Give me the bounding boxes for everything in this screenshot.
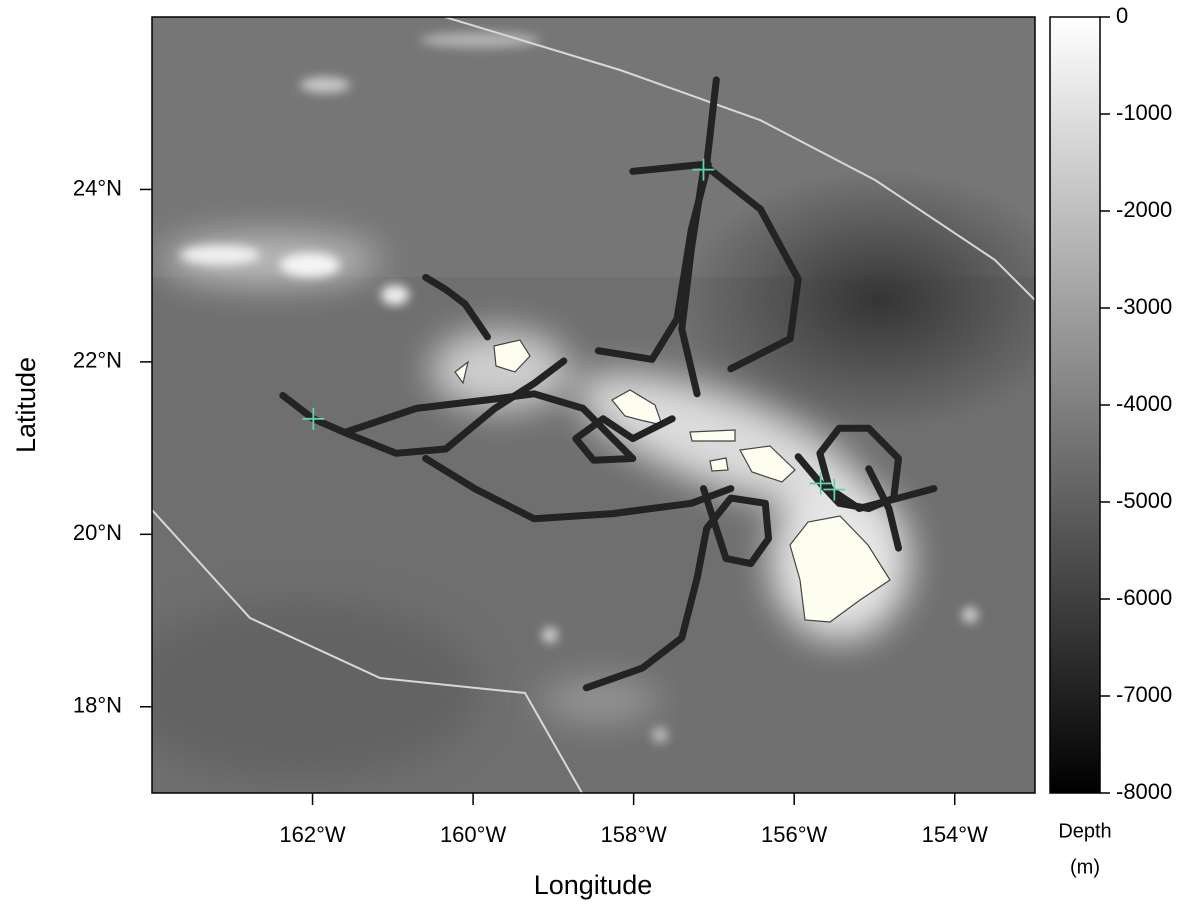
island (690, 430, 735, 441)
y-axis-title: Latitude (11, 357, 41, 453)
colorbar-tick-label: -7000 (1116, 682, 1172, 707)
colorbar-units: (m) (1070, 856, 1100, 878)
y-tick-label: 22°N (73, 348, 122, 373)
x-tick-label: 156°W (761, 822, 828, 847)
colorbar-tick-label: -2000 (1116, 197, 1172, 222)
colorbar-tick-label: -6000 (1116, 585, 1172, 610)
colorbar-tick-label: -8000 (1116, 779, 1172, 804)
x-tick-label: 162°W (279, 822, 346, 847)
island (710, 458, 728, 471)
colorbar-title: Depth (1058, 820, 1111, 842)
y-tick-label: 18°N (73, 693, 122, 718)
colorbar-tick-label: -5000 (1116, 488, 1172, 513)
y-tick-label: 20°N (73, 520, 122, 545)
x-tick-label: 154°W (922, 822, 989, 847)
colorbar (1050, 17, 1100, 793)
x-tick-label: 160°W (440, 822, 507, 847)
colorbar-tick-label: -3000 (1116, 294, 1172, 319)
bathymetry (120, 17, 1080, 793)
x-tick-label: 158°W (600, 822, 667, 847)
deep-basin (680, 170, 1080, 430)
y-tick-label: 24°N (73, 175, 122, 200)
deep-basin (120, 600, 480, 780)
colorbar-tick-label: 0 (1116, 3, 1128, 28)
colorbar-tick-label: -1000 (1116, 100, 1172, 125)
colorbar-tick-label: -4000 (1116, 391, 1172, 416)
x-axis-title: Longitude (534, 870, 653, 900)
map-figure: Longitude Latitude Depth (m) 162°W 160°W 1… (0, 0, 1193, 909)
